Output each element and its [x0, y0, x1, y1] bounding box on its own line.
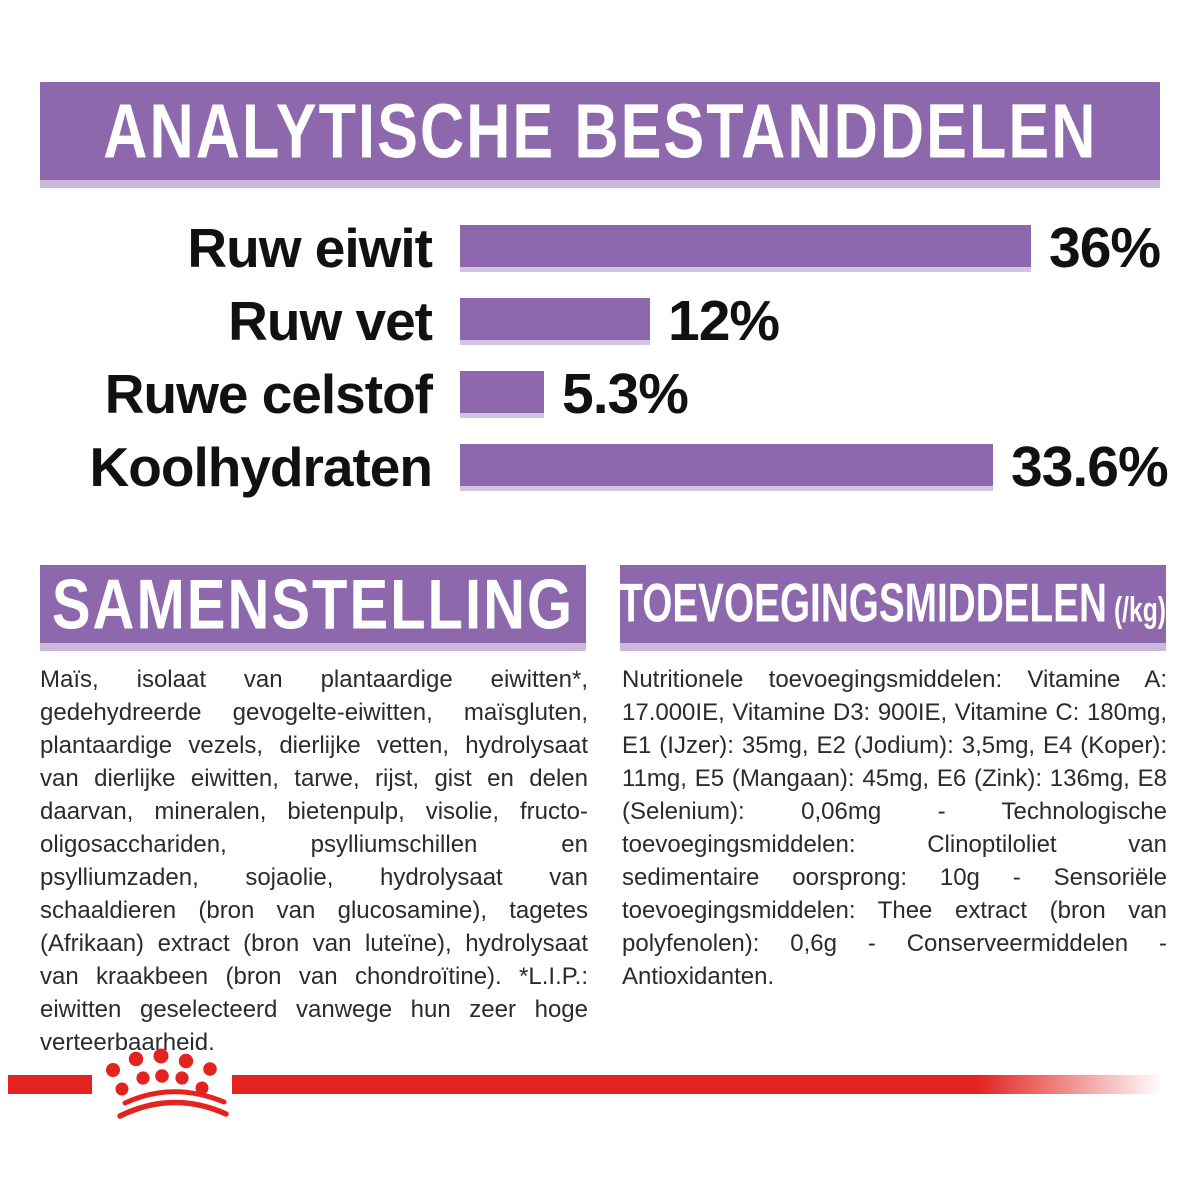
nutrient-bar: [460, 370, 544, 418]
chart-row: Ruwe celstof 5.3%: [40, 362, 689, 426]
royal-canin-crown-icon: [106, 1048, 229, 1119]
additives-title: TOEVOEGINGSMIDDELEN (/kg): [620, 573, 1167, 636]
composition-text: Maïs, isolaat van plantaardige eiwitten*…: [40, 666, 588, 1056]
chart-row: Ruw eiwit 36%: [40, 216, 1161, 280]
nutrient-value: 12%: [668, 289, 780, 353]
nutrient-bar: [460, 297, 650, 345]
nutrient-label: Ruwe celstof: [104, 363, 433, 425]
composition-title: SAMENSTELLING: [51, 564, 575, 644]
additives-text: Nutritionele toevoegingsmiddelen: Vitami…: [622, 666, 1167, 990]
nutrient-label: Koolhydraten: [89, 436, 433, 498]
additives-banner: TOEVOEGINGSMIDDELEN (/kg): [620, 565, 1166, 651]
nutrient-label: Ruw vet: [228, 290, 433, 352]
nutrient-value: 5.3%: [562, 362, 689, 426]
additives-unit-label: (/kg): [1114, 590, 1167, 629]
composition-banner: SAMENSTELLING: [40, 564, 586, 651]
chart-row: Koolhydraten 33.6%: [40, 435, 1169, 499]
brand-stripe-right: [232, 1075, 1163, 1094]
brand-stripe-left: [8, 1075, 92, 1094]
additives-title-text: TOEVOEGINGSMIDDELEN: [619, 572, 1108, 634]
analytical-components-chart: Ruw eiwit 36% Ruw vet 12% Ruwe celstof 5.3% Ko…: [40, 205, 1169, 505]
nutrient-value: 33.6%: [1011, 435, 1169, 499]
analytical-components-banner: ANALYTISCHE BESTANDDELEN: [40, 82, 1160, 188]
nutrient-bar: [460, 224, 1031, 272]
nutrient-bar: [460, 443, 993, 491]
nutrient-label: Ruw eiwit: [187, 217, 433, 279]
nutrient-value: 36%: [1049, 216, 1161, 280]
analytical-components-title: ANALYTISCHE BESTANDDELEN: [102, 88, 1098, 174]
chart-row: Ruw vet 12%: [40, 289, 780, 353]
